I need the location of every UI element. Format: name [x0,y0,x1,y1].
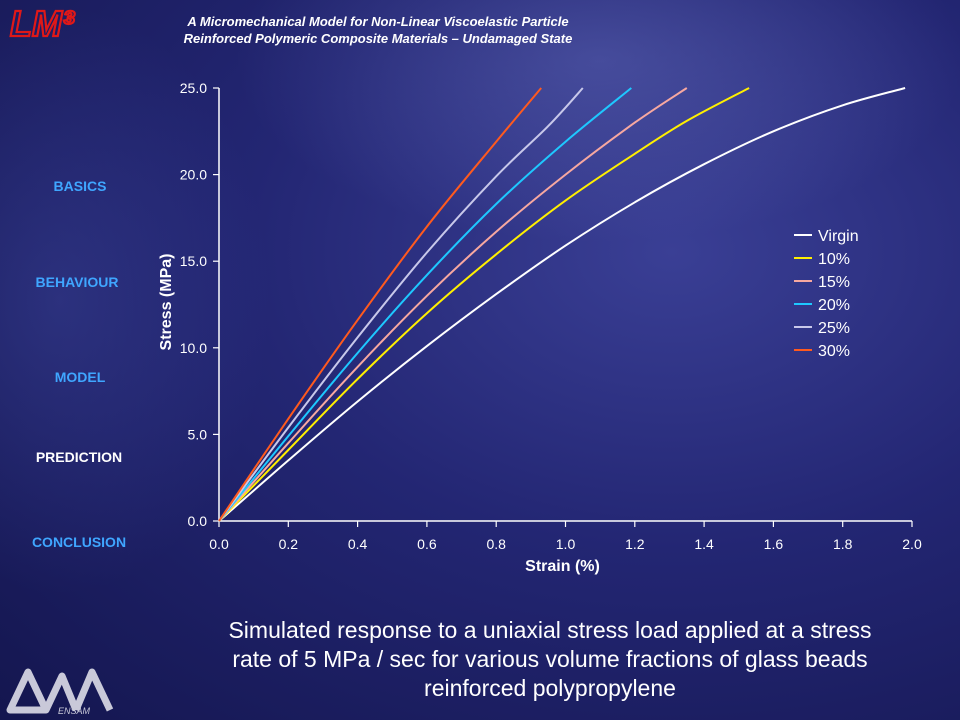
nav-item-basics[interactable]: BASICS [53,178,107,194]
x-tick-label: 1.4 [694,536,714,552]
x-tick-label: 0.8 [486,536,506,552]
legend-label: 15% [818,274,850,291]
y-axis-label: Stress (MPa) [158,254,175,351]
y-tick-label: 10.0 [180,340,207,356]
y-tick-label: 0.0 [188,513,208,529]
ensam-logo: ENSAM [6,668,114,716]
y-tick-label: 25.0 [180,80,207,96]
nav-item-model[interactable]: MODEL [54,369,106,385]
nav-item-prediction[interactable]: PREDICTION [35,449,123,465]
series-line-1 [218,87,750,522]
nav-item-conclusion[interactable]: CONCLUSION [31,534,127,550]
x-tick-label: 2.0 [902,536,922,552]
series-line-2 [218,87,688,522]
nav-item-behaviour[interactable]: BEHAVIOUR [35,274,119,290]
legend-label: Virgin [818,228,859,245]
x-tick-label: 0.2 [279,536,299,552]
caption-line-3: reinforced polypropylene [424,675,676,701]
side-nav: BASICS BEHAVIOUR MODEL PREDICTION CONCLU… [0,0,160,720]
title-line-2: Reinforced Polymeric Composite Materials… [183,31,573,46]
x-tick-label: 1.0 [556,536,576,552]
y-tick-label: 15.0 [180,253,207,269]
x-tick-label: 0.6 [417,536,437,552]
page-title: A Micromechanical Model for Non-Linear V… [118,13,638,47]
legend-label: 30% [818,343,850,360]
series-line-4 [218,87,584,522]
x-tick-label: 1.8 [833,536,853,552]
caption-line-2: rate of 5 MPa / sec for various volume f… [232,646,868,672]
legend-label: 20% [818,297,850,314]
figure-caption: Simulated response to a uniaxial stress … [160,616,940,703]
x-tick-label: 0.4 [348,536,368,552]
y-tick-label: 5.0 [188,426,208,442]
series-line-0 [218,87,906,522]
logo-text: LM³ [10,3,75,44]
x-tick-label: 1.6 [764,536,784,552]
legend-label: 10% [818,251,850,268]
x-tick-label: 1.2 [625,536,645,552]
ensam-logo-text: ENSAM [58,706,91,716]
x-axis-label: Strain (%) [525,558,600,575]
series-line-5 [218,87,542,522]
x-tick-label: 0.0 [209,536,229,552]
legend-label: 25% [818,320,850,337]
caption-line-1: Simulated response to a uniaxial stress … [228,617,872,643]
y-tick-label: 20.0 [180,167,207,183]
title-line-1: A Micromechanical Model for Non-Linear V… [187,14,569,29]
lm3-logo: LM³ [9,2,76,45]
series-line-3 [218,87,632,522]
